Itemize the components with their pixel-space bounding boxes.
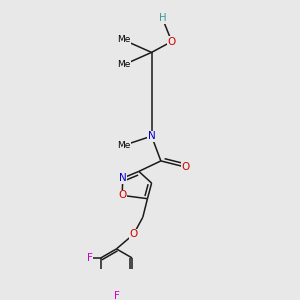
Text: Me: Me [117,60,130,69]
Text: O: O [118,190,126,200]
Text: O: O [168,37,176,46]
Text: O: O [129,229,138,239]
Text: Me: Me [117,141,130,150]
Text: F: F [113,291,119,300]
Text: F: F [87,253,93,263]
Text: O: O [182,162,190,172]
Text: Me: Me [117,35,130,44]
Text: N: N [119,173,127,183]
Text: N: N [148,131,155,141]
Text: H: H [159,13,166,23]
